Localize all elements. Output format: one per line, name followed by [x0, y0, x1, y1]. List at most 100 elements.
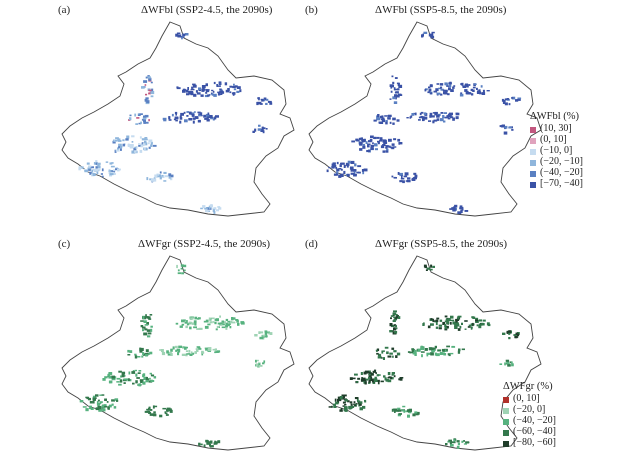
panel-letter: (c) [58, 238, 71, 250]
change-patch [343, 170, 346, 174]
change-patch [148, 119, 150, 122]
change-patch [374, 143, 378, 147]
change-patch [380, 145, 385, 149]
change-patch [180, 112, 184, 116]
change-patch [122, 139, 125, 142]
change-patch [218, 81, 222, 84]
change-patch [429, 112, 433, 116]
change-patch [232, 86, 235, 88]
change-patch [471, 93, 474, 96]
change-patch [225, 327, 228, 330]
change-patch [188, 118, 193, 121]
change-patch [148, 411, 152, 414]
change-patch [413, 112, 417, 115]
change-patch [175, 349, 177, 352]
change-patch [209, 204, 213, 208]
change-patch [391, 373, 394, 376]
change-patch [115, 137, 119, 139]
change-patch [402, 405, 406, 408]
change-patch [104, 376, 108, 379]
change-patch [446, 321, 450, 324]
change-patch [438, 324, 443, 327]
change-patch [118, 143, 122, 147]
change-patch [392, 355, 394, 358]
change-patch [198, 442, 201, 446]
change-patch [219, 315, 221, 318]
change-patch [113, 406, 117, 409]
change-patch [430, 323, 434, 326]
change-patch [192, 84, 197, 88]
legend-swatch [530, 137, 536, 144]
legend-label: (−40, −20] [540, 167, 583, 179]
change-patch [174, 345, 178, 349]
change-patch [393, 177, 397, 179]
change-patch [169, 177, 173, 181]
change-patch [151, 88, 154, 92]
change-patch [147, 332, 152, 335]
change-patch [400, 177, 405, 180]
change-patch [140, 347, 144, 351]
change-patch [216, 209, 219, 212]
change-patch [460, 92, 463, 95]
change-patch [390, 317, 392, 320]
legend-swatch [530, 159, 536, 166]
change-patch [147, 75, 150, 78]
change-patch [431, 31, 435, 34]
change-patch [476, 87, 478, 90]
change-patch [208, 317, 211, 321]
change-patch [401, 409, 404, 412]
change-patch [394, 77, 398, 79]
change-patch [92, 397, 96, 401]
change-patch [368, 373, 372, 376]
change-patch [382, 357, 385, 360]
change-patch [139, 149, 143, 153]
change-patch [403, 410, 406, 413]
change-patch [263, 360, 266, 363]
change-patch [344, 409, 348, 412]
legend-bl: ΔWFbl (%) (10, 30] (0, 10] (−10, 0] (−20, −… [530, 110, 583, 190]
change-patch [408, 411, 412, 414]
change-patch [407, 177, 411, 180]
change-patch [376, 379, 380, 382]
legend-label: (−10, 0] [540, 145, 573, 157]
change-patch [138, 370, 142, 372]
change-patch [146, 177, 149, 181]
change-patch [397, 82, 400, 86]
change-patch [108, 380, 113, 384]
change-patch [265, 128, 268, 130]
change-patch [236, 320, 239, 323]
change-patch [214, 351, 217, 354]
change-patch [214, 348, 217, 352]
change-patch [103, 405, 108, 408]
change-patch [475, 319, 478, 322]
change-patch [359, 407, 363, 411]
change-patch [430, 264, 433, 268]
change-patch [186, 93, 190, 96]
change-patch [344, 399, 348, 402]
change-patch [340, 162, 344, 165]
change-patch [223, 321, 227, 325]
change-patch [123, 382, 126, 384]
change-patch [227, 88, 230, 92]
legend-label: (0, 10] [513, 393, 540, 405]
change-patch [142, 329, 144, 332]
change-patch [219, 93, 223, 95]
change-patch [136, 377, 140, 379]
change-patch [328, 406, 332, 408]
change-patch [131, 141, 134, 143]
change-patch [112, 140, 116, 144]
change-patch [379, 115, 384, 119]
change-patch [150, 141, 153, 145]
change-patch [349, 377, 353, 380]
change-patch [413, 172, 417, 175]
change-patch [191, 322, 195, 325]
change-patch [143, 377, 147, 380]
change-patch [172, 346, 175, 350]
change-patch [217, 85, 221, 87]
change-patch [161, 351, 166, 356]
change-patch [502, 99, 506, 102]
change-patch [179, 120, 182, 124]
change-patch [236, 90, 240, 93]
change-patch [391, 175, 394, 178]
panel-title: ΔWFgr (SSP2-4.5, the 2090s) [138, 238, 271, 250]
